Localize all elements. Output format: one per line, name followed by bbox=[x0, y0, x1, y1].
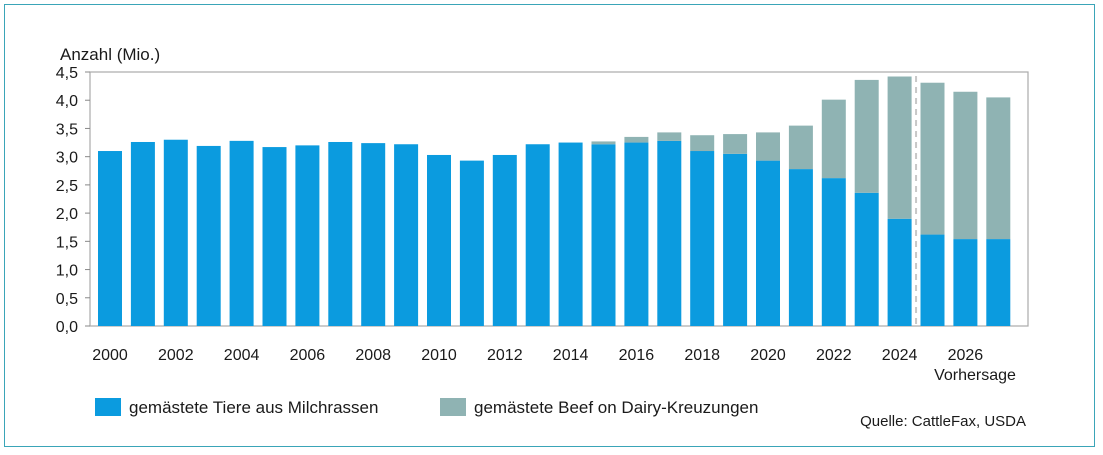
bar-beef-on-dairy bbox=[723, 134, 748, 154]
x-tick-label: 2000 bbox=[92, 347, 128, 364]
x-tick-label: 2022 bbox=[816, 347, 852, 364]
legend: gemästete Tiere aus Milchrassen gemästete… bbox=[95, 398, 758, 417]
x-tick-label: 2002 bbox=[158, 347, 194, 364]
bar-dairy-breeds bbox=[756, 160, 780, 326]
x-tick-label: 2012 bbox=[487, 347, 523, 364]
bar-beef-on-dairy bbox=[624, 136, 649, 143]
bar-dairy-breeds bbox=[229, 140, 254, 326]
bar-dairy-breeds bbox=[788, 169, 813, 326]
bar-dairy-breeds bbox=[427, 154, 451, 326]
bar-dairy-breeds bbox=[591, 144, 616, 326]
y-tick-label: 1,5 bbox=[56, 234, 78, 251]
bar-beef-on-dairy bbox=[788, 125, 813, 170]
bar-dairy-breeds bbox=[328, 141, 353, 326]
x-tick-label: 2014 bbox=[553, 347, 589, 364]
bar-dairy-breeds bbox=[854, 192, 879, 326]
x-tick-label: 2026 bbox=[948, 347, 984, 364]
x-tick-label: 2024 bbox=[882, 347, 918, 364]
x-tick-label: 2004 bbox=[224, 347, 260, 364]
x-tick-label: 2020 bbox=[750, 347, 786, 364]
bar-dairy-breeds bbox=[361, 143, 386, 326]
bar-dairy-breeds bbox=[98, 151, 122, 326]
x-tick-label: 2010 bbox=[421, 347, 457, 364]
bar-beef-on-dairy bbox=[854, 79, 879, 193]
x-tick-label: 2016 bbox=[619, 347, 655, 364]
bar-dairy-breeds bbox=[723, 153, 748, 326]
legend-label: gemästete Beef on Dairy-Kreuzungen bbox=[474, 398, 758, 417]
bar-dairy-breeds bbox=[196, 145, 221, 326]
bar-dairy-breeds bbox=[657, 140, 682, 326]
bar-dairy-breeds bbox=[887, 218, 912, 326]
bar-beef-on-dairy bbox=[756, 132, 780, 161]
x-tick-label: 2006 bbox=[290, 347, 326, 364]
bar-dairy-breeds bbox=[492, 154, 517, 326]
bar-dairy-breeds bbox=[821, 178, 846, 326]
bar-beef-on-dairy bbox=[591, 141, 616, 145]
y-tick-label: 4,5 bbox=[56, 65, 78, 82]
bar-dairy-breeds bbox=[130, 141, 155, 326]
bar-dairy-breeds bbox=[459, 160, 484, 326]
y-tick-label: 3,5 bbox=[56, 121, 78, 138]
bar-dairy-breeds bbox=[262, 147, 287, 326]
y-tick-label: 0,5 bbox=[56, 291, 78, 308]
forecast-label: Vorhersage bbox=[934, 367, 1016, 384]
bar-dairy-breeds bbox=[295, 145, 320, 326]
bar-dairy-breeds bbox=[690, 151, 715, 326]
bar-beef-on-dairy bbox=[887, 76, 912, 219]
plot-area: 0,0 0,5 1,0 1,5 2,0 2,5 3,0 3,5 4,0 4,5 2000 2002 20… bbox=[56, 65, 1029, 384]
bar-dairy-breeds bbox=[394, 144, 419, 326]
bar-beef-on-dairy bbox=[690, 135, 715, 152]
bar-beef-on-dairy bbox=[657, 132, 682, 141]
y-tick-label: 4,0 bbox=[56, 93, 78, 110]
y-tick-label: 0,0 bbox=[56, 319, 78, 336]
y-tick-label: 2,5 bbox=[56, 178, 78, 195]
y-tick-label: 2,0 bbox=[56, 206, 78, 223]
bar-dairy-breeds bbox=[525, 144, 550, 326]
bar-beef-on-dairy bbox=[920, 82, 945, 235]
x-tick-label: 2018 bbox=[684, 347, 720, 364]
bar-beef-on-dairy bbox=[821, 99, 846, 179]
y-tick-label: 1,0 bbox=[56, 263, 78, 280]
bar-dairy-breeds bbox=[624, 142, 649, 326]
bar-beef-on-dairy bbox=[986, 97, 1011, 240]
bar-dairy-breeds bbox=[163, 139, 188, 326]
legend-swatch bbox=[440, 398, 466, 416]
y-tick-label: 3,0 bbox=[56, 150, 78, 167]
bar-dairy-breeds bbox=[986, 239, 1011, 326]
bar-dairy-breeds bbox=[953, 239, 978, 326]
bar-dairy-breeds bbox=[558, 142, 583, 326]
x-tick-label: 2008 bbox=[355, 347, 391, 364]
legend-swatch bbox=[95, 398, 121, 416]
y-axis-label: Anzahl (Mio.) bbox=[60, 45, 160, 64]
source-note: Quelle: CattleFax, USDA bbox=[860, 413, 1026, 430]
bar-dairy-breeds bbox=[920, 234, 945, 326]
legend-label: gemästete Tiere aus Milchrassen bbox=[129, 398, 378, 417]
bar-beef-on-dairy bbox=[953, 91, 978, 240]
